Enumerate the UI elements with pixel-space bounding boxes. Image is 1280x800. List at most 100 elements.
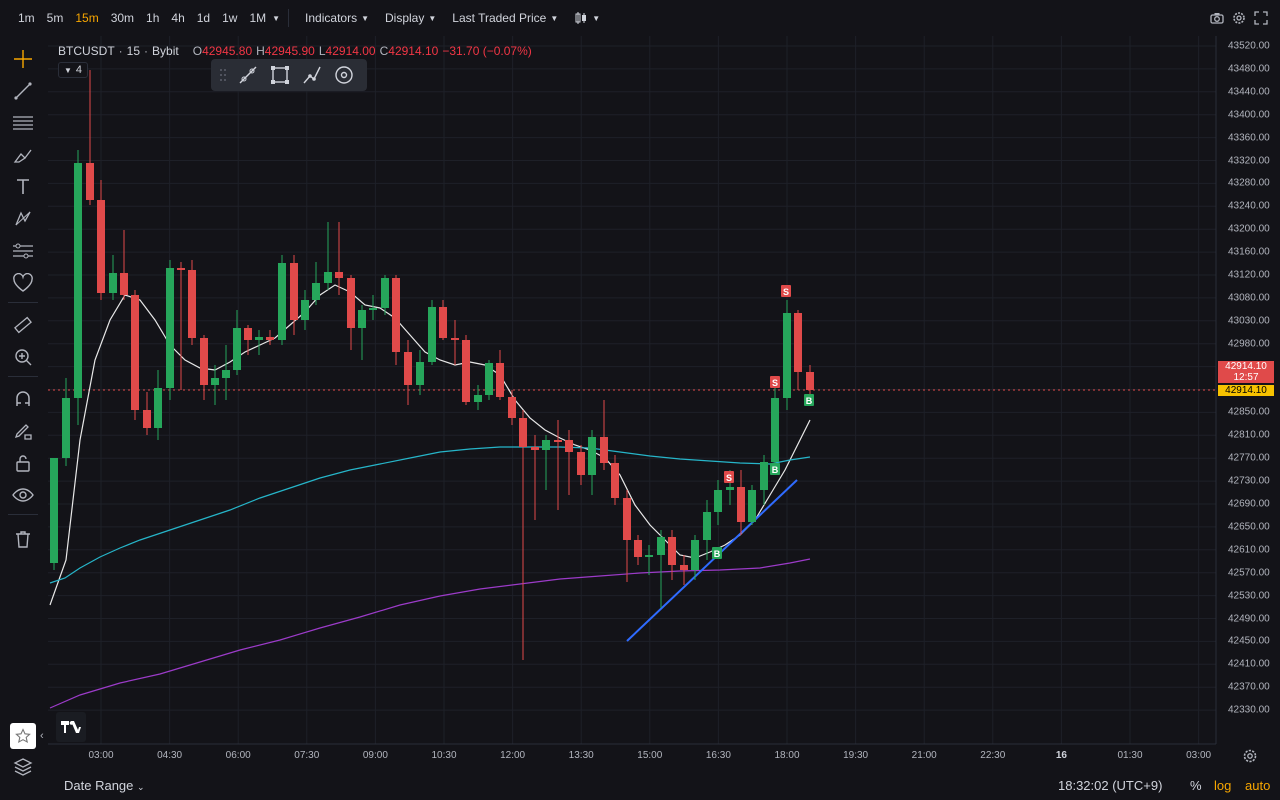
measure-tool[interactable]	[10, 312, 36, 338]
camera-icon[interactable]	[1210, 11, 1224, 25]
chevron-down-icon: ▼	[361, 13, 369, 23]
rectangle-draw-icon[interactable]	[269, 64, 291, 86]
zoom-tool[interactable]	[10, 344, 36, 370]
candle-down	[634, 540, 642, 557]
pattern-tool[interactable]	[10, 206, 36, 232]
object-tree-button[interactable]	[13, 757, 33, 782]
exchange-name: Bybit	[152, 44, 179, 58]
price-tick: 42850.00	[1228, 406, 1270, 418]
timeframe-15m[interactable]: 15m	[75, 11, 99, 25]
buy-signal: B	[770, 463, 780, 475]
candle-up	[645, 555, 653, 557]
brush-tool[interactable]	[10, 142, 36, 168]
circle-draw-icon[interactable]	[333, 64, 355, 86]
price-type-button[interactable]: Last Traded Price ▼	[444, 11, 566, 25]
close-value: 42914.10	[388, 44, 439, 58]
price-tick: 43240.00	[1228, 200, 1270, 212]
candle-up	[358, 310, 366, 328]
timeframe-1h[interactable]: 1h	[146, 11, 160, 25]
time-tick: 15:00	[637, 750, 663, 761]
time-axis[interactable]: 03:00 04:30 06:00 07:30 09:00 10:30 12:00 13:30…	[48, 744, 1216, 768]
candle-down	[531, 447, 539, 450]
timeframe-1w[interactable]: 1w	[222, 11, 238, 25]
candle-down	[290, 263, 298, 320]
high-label: H	[256, 44, 265, 58]
candle-up	[474, 395, 482, 402]
trendline-tool[interactable]	[10, 78, 36, 104]
magnet-icon	[16, 391, 30, 406]
favorites-tool[interactable]	[10, 270, 36, 296]
log-toggle[interactable]: log	[1214, 778, 1232, 793]
divider	[8, 514, 38, 515]
ema-slow-line	[49, 558, 811, 709]
symbol-name[interactable]: BTCUSDT	[58, 44, 115, 58]
candle-up	[714, 490, 722, 512]
bottom-bar: Date Range ⌄ 18:32:02 (UTC+9) % log auto	[0, 770, 1280, 800]
auto-toggle[interactable]: auto	[1245, 778, 1271, 793]
signal-label: S	[726, 473, 732, 483]
layers-icon	[13, 758, 33, 776]
candle-up	[312, 283, 320, 300]
candle-up	[783, 313, 791, 398]
date-range-button[interactable]: Date Range ⌄	[64, 778, 145, 793]
candle-up	[748, 490, 756, 522]
candle-down	[519, 418, 527, 447]
candle-up	[211, 378, 219, 385]
candle-down	[335, 272, 343, 278]
candle-up	[50, 458, 58, 563]
visibility-tool[interactable]	[10, 482, 36, 508]
path-draw-icon[interactable]	[301, 64, 323, 86]
candle-down	[806, 372, 814, 390]
candle-down	[97, 200, 105, 293]
candle-down	[266, 337, 274, 340]
text-icon	[17, 179, 29, 194]
mark-price-tag: 42914.10	[1218, 385, 1274, 396]
eye-icon	[12, 488, 34, 502]
timeframe-1d[interactable]: 1d	[196, 11, 211, 25]
price-tick: 43520.00	[1228, 40, 1270, 52]
candle-down	[200, 338, 208, 385]
indicators-button[interactable]: Indicators ▼	[297, 11, 377, 25]
favorite-drawings-button[interactable]	[10, 723, 36, 749]
collapse-toolbar-icon[interactable]: ‹	[40, 730, 44, 742]
indicators-label: Indicators	[305, 11, 358, 25]
candlestick-series	[50, 70, 814, 660]
price-tick: 42370.00	[1228, 681, 1270, 693]
timeframe-more-icon[interactable]: ▼	[272, 13, 281, 23]
timeframe-5m[interactable]: 5m	[46, 11, 64, 25]
candle-down	[131, 295, 139, 410]
magnet-tool[interactable]	[10, 386, 36, 412]
time-tick: 18:00	[774, 750, 800, 761]
crosshair-tool[interactable]	[10, 46, 36, 72]
trendline-draw-icon[interactable]	[237, 64, 259, 86]
price-tick: 42490.00	[1228, 613, 1270, 624]
drawing-toolbar	[0, 40, 46, 760]
stay-drawing-tool[interactable]	[10, 418, 36, 444]
display-button[interactable]: Display ▼	[377, 11, 444, 25]
text-tool[interactable]	[10, 174, 36, 200]
candle-down	[623, 498, 631, 540]
lock-tool[interactable]	[10, 450, 36, 476]
top-right-actions	[1210, 0, 1280, 36]
forecast-tool[interactable]	[10, 238, 36, 264]
timeframe-1M[interactable]: 1M	[249, 11, 267, 25]
indicator-collapse-button[interactable]: ▼ 4	[58, 62, 89, 78]
clock[interactable]: 18:32:02 (UTC+9)	[1058, 778, 1163, 793]
axis-settings-button[interactable]	[1242, 748, 1258, 769]
candle-up	[691, 540, 699, 570]
timeframe-4h[interactable]: 4h	[171, 11, 185, 25]
fullscreen-icon[interactable]	[1254, 11, 1268, 25]
price-tick: 42330.00	[1228, 704, 1270, 716]
star-icon	[15, 728, 31, 744]
candle-up	[381, 278, 389, 308]
timeframe-1m[interactable]: 1m	[18, 11, 35, 25]
drag-handle-icon[interactable]	[219, 68, 227, 82]
chart-type-button[interactable]: ▼	[566, 11, 608, 25]
delete-tool[interactable]	[10, 526, 36, 552]
settings-icon[interactable]	[1232, 11, 1246, 25]
percent-toggle[interactable]: %	[1190, 778, 1202, 793]
change-value: −31.70 (−0.07%)	[442, 44, 532, 58]
horizontal-lines-tool[interactable]	[10, 110, 36, 136]
timeframe-30m[interactable]: 30m	[110, 11, 135, 25]
